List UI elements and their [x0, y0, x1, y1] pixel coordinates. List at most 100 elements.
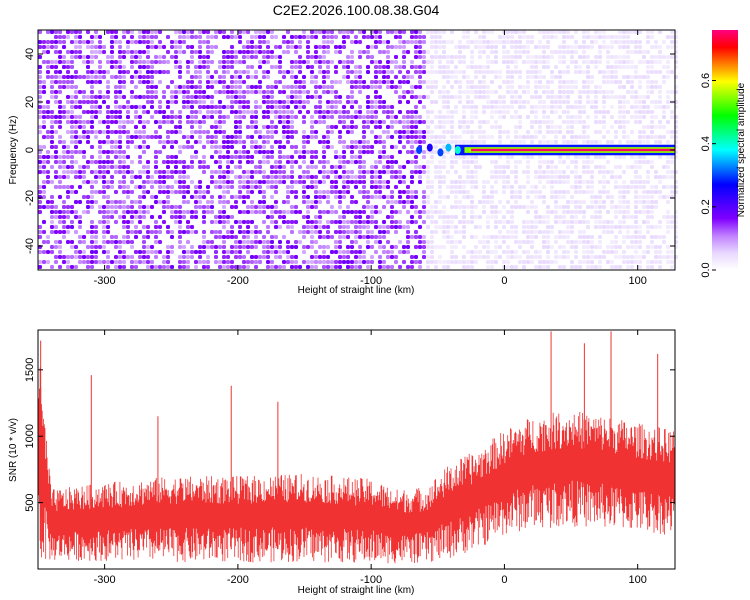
heatmap-cell	[134, 50, 138, 54]
heatmap-cell	[322, 120, 326, 124]
heatmap-cell	[410, 255, 414, 259]
heatmap-cell	[198, 45, 202, 49]
heatmap-cell	[234, 95, 238, 99]
heatmap-cell	[534, 115, 538, 119]
heatmap-cell	[370, 100, 374, 104]
heatmap-cell	[138, 70, 142, 74]
heatmap-cell	[370, 235, 374, 239]
heatmap-cell	[598, 55, 602, 59]
heatmap-cell	[318, 180, 322, 184]
heatmap-cell	[506, 50, 510, 54]
heatmap-cell	[50, 225, 54, 229]
heatmap-cell	[238, 160, 242, 164]
heatmap-cell	[534, 185, 538, 189]
heatmap-cell	[386, 85, 390, 89]
heatmap-cell	[634, 155, 638, 159]
heatmap-cell	[578, 120, 582, 124]
heatmap-cell	[218, 195, 222, 199]
heatmap-cell	[594, 225, 598, 229]
heatmap-cell	[418, 175, 422, 179]
heatmap-cell	[158, 190, 162, 194]
heatmap-cell	[610, 225, 614, 229]
heatmap-cell	[98, 40, 102, 44]
heatmap-cell	[98, 150, 102, 154]
heatmap-cell	[142, 210, 146, 214]
heatmap-cell	[134, 75, 138, 79]
heatmap-cell	[102, 250, 106, 254]
heatmap-cell	[482, 90, 486, 94]
heatmap-cell	[394, 60, 398, 64]
heatmap-cell	[422, 240, 426, 244]
heatmap-cell	[186, 165, 190, 169]
heatmap-cell	[142, 80, 146, 84]
heatmap-cell	[122, 220, 126, 224]
heatmap-cell	[602, 95, 606, 99]
heatmap-cell	[622, 210, 626, 214]
heatmap-cell	[254, 90, 258, 94]
heatmap-cell	[418, 215, 422, 219]
heatmap-cell	[350, 170, 354, 174]
heatmap-cell	[178, 170, 182, 174]
heatmap-cell	[502, 260, 506, 264]
heatmap-cell	[202, 40, 206, 44]
heatmap-cell	[466, 130, 470, 134]
heatmap-cell	[594, 95, 598, 99]
heatmap-cell	[554, 220, 558, 224]
heatmap-cell	[618, 230, 622, 234]
heatmap-cell	[274, 265, 278, 269]
heatmap-cell	[326, 70, 330, 74]
heatmap-cell	[634, 185, 638, 189]
heatmap-cell	[186, 100, 190, 104]
heatmap-cell	[562, 120, 566, 124]
heatmap-cell	[366, 190, 370, 194]
heatmap-cell	[242, 60, 246, 64]
heatmap-cell	[478, 40, 482, 44]
heatmap-cell	[598, 140, 602, 144]
heatmap-cell	[138, 30, 142, 34]
heatmap-cell	[98, 165, 102, 169]
heatmap-cell	[302, 215, 306, 219]
heatmap-cell	[658, 90, 662, 94]
heatmap-cell	[478, 125, 482, 129]
heatmap-cell	[146, 210, 150, 214]
heatmap-cell	[518, 70, 522, 74]
heatmap-cell	[326, 135, 330, 139]
heatmap-cell	[46, 205, 50, 209]
heatmap-cell	[306, 100, 310, 104]
heatmap-cell	[258, 50, 262, 54]
heatmap-cell	[586, 250, 590, 254]
heatmap-cell	[370, 165, 374, 169]
heatmap-cell	[74, 55, 78, 59]
heatmap-cell	[242, 170, 246, 174]
heatmap-cell	[626, 245, 630, 249]
heatmap-cell	[190, 110, 194, 114]
heatmap-cell	[462, 115, 466, 119]
heatmap-cell	[186, 65, 190, 69]
heatmap-cell	[542, 230, 546, 234]
heatmap-cell	[442, 30, 446, 34]
heatmap-cell	[454, 155, 458, 159]
heatmap-cell	[382, 155, 386, 159]
heatmap-cell	[494, 50, 498, 54]
heatmap-cell	[426, 60, 430, 64]
heatmap-cell	[78, 50, 82, 54]
heatmap-cell	[278, 70, 282, 74]
heatmap-cell	[630, 50, 634, 54]
heatmap-cell	[462, 120, 466, 124]
heatmap-cell	[542, 215, 546, 219]
heatmap-cell	[374, 135, 378, 139]
heatmap-cell	[626, 30, 630, 34]
heatmap-cell	[494, 210, 498, 214]
heatmap-cell	[158, 135, 162, 139]
heatmap-cell	[158, 105, 162, 109]
heatmap-cell	[526, 130, 530, 134]
heatmap-cell	[38, 200, 42, 204]
heatmap-cell	[134, 85, 138, 89]
heatmap-cell	[474, 85, 478, 89]
heatmap-cell	[494, 125, 498, 129]
heatmap-cell	[450, 95, 454, 99]
heatmap-cell	[334, 150, 338, 154]
heatmap-cell	[226, 155, 230, 159]
heatmap-cell	[654, 250, 658, 254]
heatmap-cell	[666, 95, 670, 99]
